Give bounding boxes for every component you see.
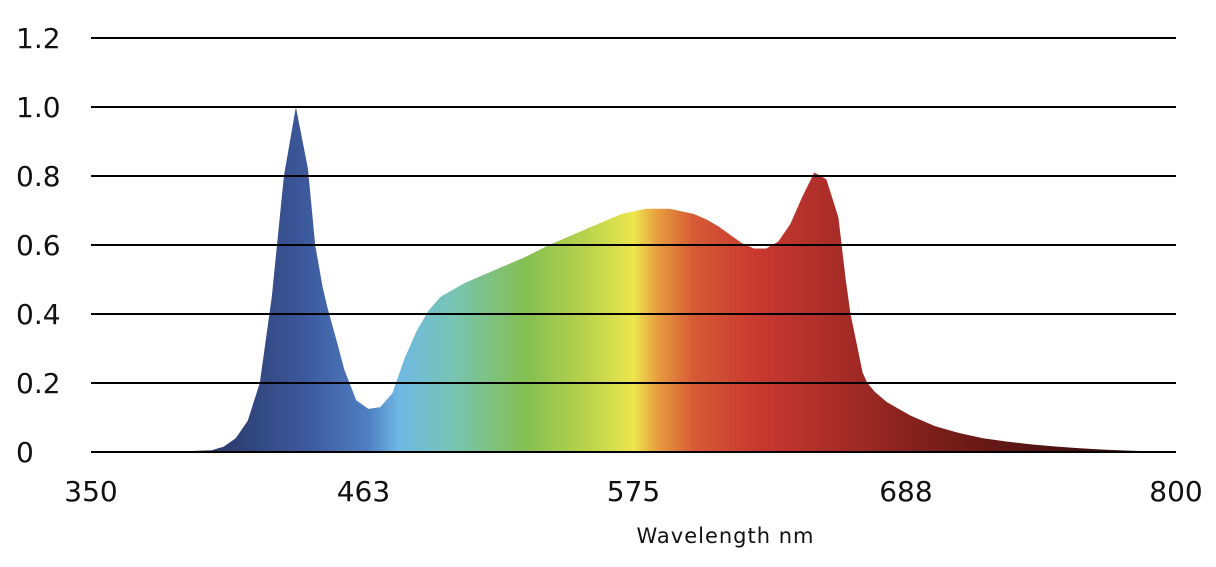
x-tick-label: 800: [1149, 475, 1202, 508]
y-tick-label: 1.2: [16, 22, 61, 55]
spectrum-area-series-0: [91, 107, 1176, 452]
y-axis-ticks: 0 0.2 0.4 0.6 0.8 1.0 1.2: [16, 22, 61, 469]
x-tick-label: 463: [337, 475, 390, 508]
plot-area: [91, 107, 1176, 452]
y-tick-label: 0.2: [16, 367, 61, 400]
x-axis-title: Wavelength nm: [636, 524, 814, 548]
y-tick-label: 0: [16, 436, 34, 469]
gridlines: [91, 37, 1176, 453]
y-tick-label: 0.8: [16, 160, 61, 193]
y-tick-label: 0.4: [16, 298, 61, 331]
x-axis-ticks: 350 463 575 688 800: [64, 475, 1202, 508]
x-tick-label: 350: [64, 475, 117, 508]
x-tick-label: 688: [879, 475, 932, 508]
y-tick-label: 1.0: [16, 91, 61, 124]
y-tick-label: 0.6: [16, 229, 61, 262]
x-tick-label: 575: [607, 475, 660, 508]
